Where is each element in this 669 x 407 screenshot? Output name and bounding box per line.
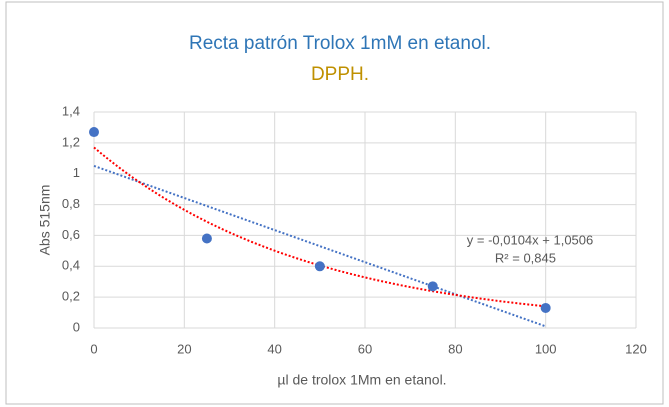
- y-tick-label: 0,8: [62, 196, 80, 211]
- data-point: [314, 261, 325, 272]
- y-tick-label: 1: [73, 165, 80, 180]
- y-tick-label: 0,6: [62, 227, 80, 242]
- y-axis-label: Abs 515nm: [37, 185, 53, 256]
- trendline-r2: R² = 0,845: [495, 250, 556, 265]
- chart-frame: [5, 1, 664, 405]
- chart-title: Recta patrón Trolox 1mM en etanol.: [189, 33, 491, 54]
- x-tick-label: 120: [625, 341, 647, 356]
- x-tick-label: 60: [358, 341, 372, 356]
- trendline-equation: y = -0,0104x + 1,0506: [467, 232, 593, 247]
- x-tick-label: 80: [448, 341, 462, 356]
- x-tick-label: 100: [535, 341, 557, 356]
- y-tick-label: 0,4: [62, 258, 80, 273]
- data-point: [201, 233, 212, 244]
- data-point: [427, 281, 438, 292]
- x-axis-label: µl de trolox 1Mm en etanol.: [277, 372, 446, 388]
- x-tick-label: 20: [177, 341, 191, 356]
- x-tick-label: 0: [90, 341, 97, 356]
- y-tick-label: 1,2: [62, 134, 80, 149]
- x-tick-label: 40: [267, 341, 281, 356]
- chart-subtitle: DPPH.: [311, 64, 369, 85]
- y-tick-label: 0,2: [62, 289, 80, 304]
- y-tick-label: 1,4: [62, 103, 80, 118]
- data-point: [89, 127, 99, 138]
- y-tick-label: 0: [73, 319, 80, 334]
- data-point: [540, 302, 551, 313]
